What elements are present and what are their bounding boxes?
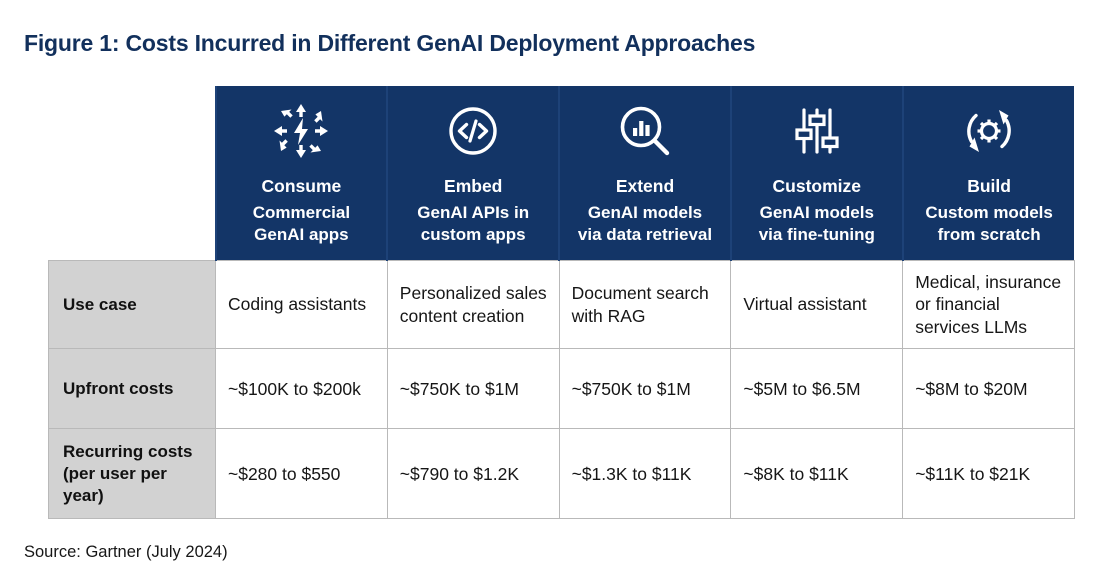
cell-upfront-embed: ~$750K to $1M (386, 348, 560, 430)
header-desc-line1: GenAI APIs in (417, 202, 530, 222)
cell-upfront-extend: ~$750K to $1M (558, 348, 732, 430)
header-desc-build: Custom models from scratch (912, 202, 1067, 246)
figure-title: Figure 1: Costs Incurred in Different Ge… (24, 30, 756, 56)
source-note: Source: Gartner (July 2024) (24, 543, 228, 561)
header-desc-line2: via fine-tuning (758, 224, 875, 244)
header-name-customize: Customize (772, 176, 862, 196)
header-desc-line2: from scratch (937, 224, 1041, 244)
cell-use-case-extend: Document search with RAG (558, 260, 732, 350)
header-desc-embed: GenAI APIs in custom apps (396, 202, 550, 246)
cell-recurring-consume: ~$280 to $550 (215, 428, 388, 520)
header-name-embed: Embed (444, 176, 503, 196)
cost-table-container: Consume Commercial GenAI apps (48, 86, 1075, 520)
cell-recurring-embed: ~$790 to $1.2K (386, 428, 560, 520)
cell-use-case-embed: Personalized sales content creation (386, 260, 560, 350)
header-desc-customize: GenAI models via fine-tuning (740, 202, 894, 246)
table-row: Recurring costs (per user per year) ~$28… (48, 428, 1075, 520)
header-desc-consume: Commercial GenAI apps (225, 202, 379, 246)
sliders-icon (740, 102, 894, 160)
cell-use-case-consume: Coding assistants (215, 260, 388, 350)
header-desc-line1: GenAI models (587, 202, 703, 222)
header-desc-line2: custom apps (420, 224, 526, 244)
header-name-consume: Consume (261, 176, 342, 196)
cell-use-case-build: Medical, insurance or financial services… (902, 260, 1075, 350)
header-desc-line1: Commercial (252, 202, 351, 222)
cell-recurring-extend: ~$1.3K to $11K (558, 428, 732, 520)
header-cell-extend: Extend GenAI models via data retrieval (558, 86, 731, 261)
header-corner-blank (48, 86, 216, 261)
table-body: Use case Coding assistants Personalized … (48, 260, 1075, 520)
header-desc-line2: GenAI apps (254, 224, 349, 244)
cell-recurring-customize: ~$8K to $11K (730, 428, 904, 520)
header-cell-consume: Consume Commercial GenAI apps (214, 86, 388, 261)
table-header: Consume Commercial GenAI apps (48, 86, 1075, 261)
table-row: Upfront costs ~$100K to $200k ~$750K to … (48, 348, 1075, 430)
cell-upfront-build: ~$8M to $20M (902, 348, 1075, 430)
row-label-recurring-costs: Recurring costs (per user per year) (48, 428, 216, 520)
header-cell-build: Build Custom models from scratch (901, 86, 1075, 261)
header-desc-line1: GenAI models (759, 202, 874, 222)
cell-upfront-consume: ~$100K to $200k (215, 348, 388, 430)
header-desc-line1: Custom models (925, 202, 1053, 222)
header-desc-line2: via data retrieval (577, 224, 713, 244)
cost-comparison-table: Consume Commercial GenAI apps (48, 86, 1075, 520)
cell-upfront-customize: ~$5M to $6.5M (730, 348, 904, 430)
cell-use-case-customize: Virtual assistant (730, 260, 904, 350)
header-name-extend: Extend (615, 176, 675, 196)
table-row: Use case Coding assistants Personalized … (48, 260, 1075, 350)
magnifier-bar-chart-icon (568, 102, 722, 160)
cell-recurring-build: ~$11K to $21K (902, 428, 1075, 520)
header-cell-embed: Embed GenAI APIs in custom apps (386, 86, 560, 261)
row-label-use-case: Use case (48, 260, 216, 350)
header-desc-extend: GenAI models via data retrieval (568, 202, 722, 246)
header-name-build: Build (967, 176, 1011, 196)
header-cell-customize: Customize GenAI models via fine-tuning (729, 86, 903, 261)
code-brackets-circle-icon (396, 102, 550, 160)
table-header-row: Consume Commercial GenAI apps (48, 86, 1075, 261)
row-label-upfront-costs: Upfront costs (48, 348, 216, 430)
gear-refresh-icon (912, 102, 1067, 160)
scatter-arrows-lightning-icon (225, 102, 379, 160)
